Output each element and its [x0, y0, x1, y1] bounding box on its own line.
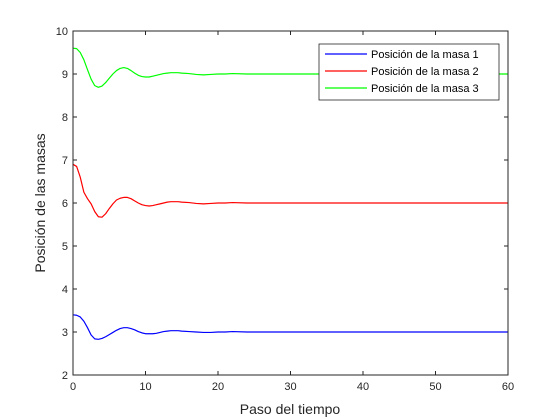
x-tick-label: 0 — [70, 381, 76, 393]
y-tick-label: 4 — [62, 284, 68, 296]
y-tick-label: 3 — [62, 327, 68, 339]
y-tick-label: 9 — [62, 69, 68, 81]
x-tick-label: 40 — [357, 381, 369, 393]
x-tick-label: 10 — [139, 381, 151, 393]
y-axis-title: Posición de las masas — [32, 133, 48, 272]
legend-label-3: Posición de la masa 3 — [371, 83, 479, 95]
legend-label-1: Posición de la masa 1 — [371, 49, 479, 61]
y-tick-label: 8 — [62, 112, 68, 124]
y-axis-tick-labels: 2 3 4 5 6 7 8 9 10 — [56, 26, 68, 382]
legend-label-2: Posición de la masa 2 — [371, 66, 479, 78]
x-tick-label: 60 — [502, 381, 514, 393]
y-tick-label: 7 — [62, 155, 68, 167]
x-tick-label: 50 — [429, 381, 441, 393]
y-tick-label: 5 — [62, 241, 68, 253]
x-axis-tick-labels: 0 10 20 30 40 50 60 — [70, 381, 514, 393]
series-line-1 — [72, 314, 508, 340]
y-tick-label: 10 — [56, 26, 68, 38]
x-axis-title: Paso del tiempo — [240, 401, 341, 417]
plot-frame — [72, 30, 509, 376]
y-tick-label: 6 — [62, 198, 68, 210]
series-line-3 — [72, 47, 508, 88]
legend-box — [318, 43, 500, 101]
series-line-2 — [72, 163, 508, 218]
x-tick-label: 20 — [212, 381, 224, 393]
series-lines — [72, 47, 508, 340]
y-tick-label: 2 — [62, 370, 68, 382]
x-tick-label: 30 — [284, 381, 296, 393]
legend: Posición de la masa 1 Posición de la masa… — [318, 43, 500, 101]
